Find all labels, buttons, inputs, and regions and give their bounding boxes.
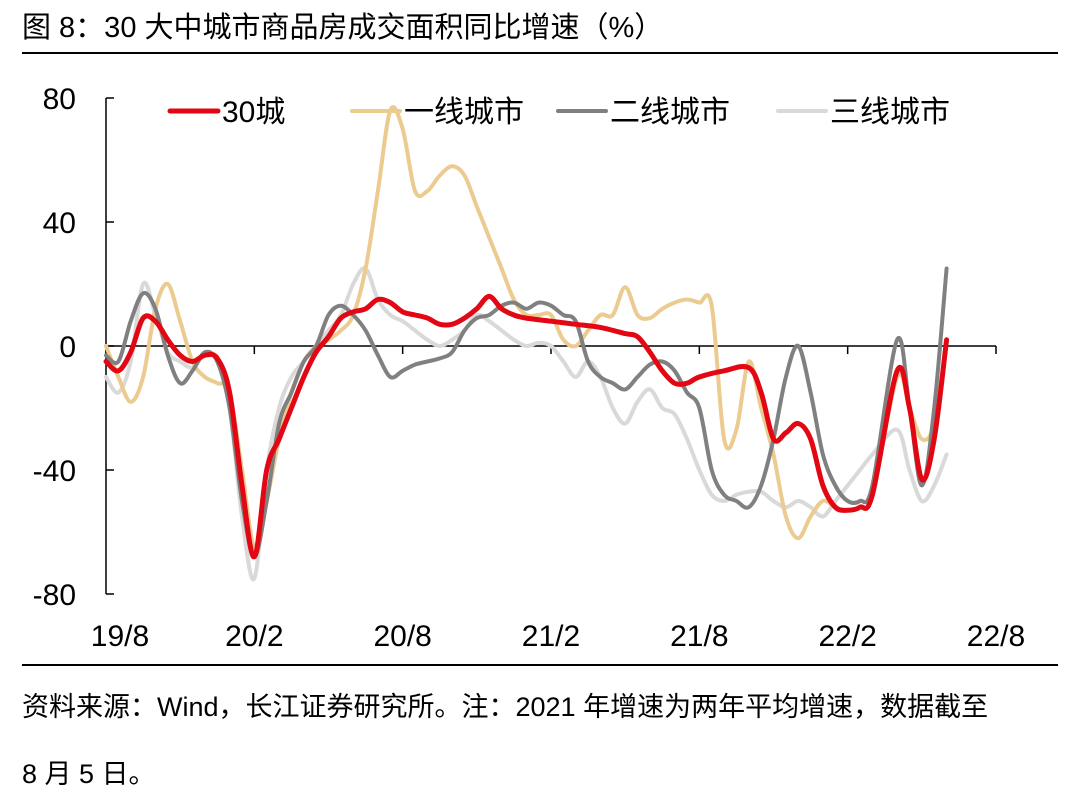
legend-item-tier1: 一线城市 (350, 96, 524, 129)
x-tick-label: 21/2 (522, 620, 580, 653)
legend-label: 三线城市 (830, 96, 950, 129)
source-note-line1: 资料来源：Wind，长江证券研究所。注：2021 年增速为两年平均增速，数据截至 (22, 692, 989, 722)
y-tick-label: 80 (43, 83, 76, 116)
chart-legend: 30城 一线城市 二线城市 三线城市 (167, 96, 950, 129)
chart-title: 图 8：30 大中城市商品房成交面积同比增速（%） (22, 12, 664, 44)
legend-item-30cities: 30城 (167, 96, 285, 129)
x-tick-label: 21/8 (670, 620, 728, 653)
x-tick-label: 22/8 (967, 620, 1025, 653)
legend-label: 一线城市 (404, 96, 524, 129)
source-note-line2: 8 月 5 日。 (22, 759, 156, 789)
series-line-30cities (103, 293, 950, 560)
y-tick-label: -40 (33, 455, 76, 488)
chart-series (103, 105, 950, 582)
legend-item-tier2: 二线城市 (556, 96, 730, 129)
legend-item-tier3: 三线城市 (776, 96, 950, 129)
series-line-tier3 (104, 266, 949, 582)
top-rule (22, 52, 1058, 54)
y-tick-label: 0 (59, 331, 76, 364)
x-tick-label: 22/2 (818, 620, 876, 653)
x-tick-label: 20/8 (373, 620, 431, 653)
x-tick-label: 19/8 (91, 620, 149, 653)
chart-axes: -80 -40 0 40 80 19/8 20/2 20/8 21/2 21/8 22/2 22/8 (33, 83, 1026, 653)
legend-label: 二线城市 (610, 96, 730, 129)
bottom-rule (22, 664, 1058, 666)
y-tick-label: -80 (33, 579, 76, 612)
x-tick-label: 20/2 (225, 620, 283, 653)
y-tick-label: 40 (43, 207, 76, 240)
legend-label: 30城 (222, 96, 285, 129)
